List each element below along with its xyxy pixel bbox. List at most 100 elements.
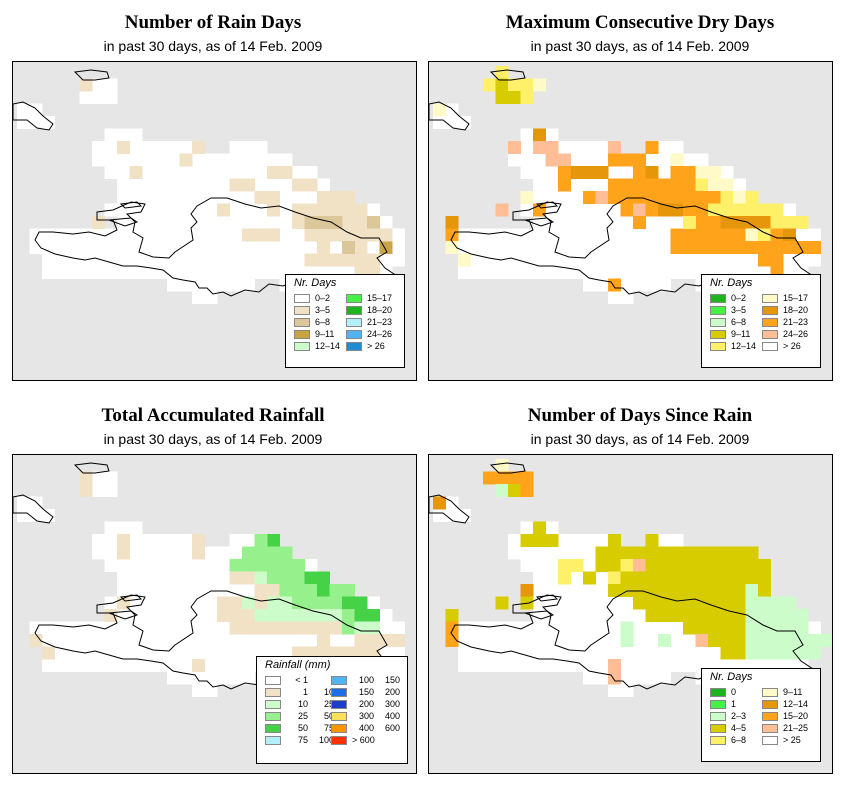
grid-cell: [204, 621, 218, 635]
grid-cell: [708, 634, 721, 647]
grid-cell: [683, 153, 696, 167]
grid-cell: [558, 191, 571, 204]
grid-cell: [204, 241, 218, 254]
grid-cell: [367, 609, 380, 622]
grid-cell: [179, 216, 193, 229]
grid-cell: [192, 684, 205, 697]
grid-cell: [104, 78, 118, 92]
grid-cell: [167, 278, 180, 292]
grid-cell: [645, 596, 659, 610]
grid-cell: [708, 596, 721, 610]
grid-cell: [570, 534, 584, 547]
grid-cell: [608, 291, 621, 304]
grid-cell: [204, 684, 218, 697]
grid-cell: [242, 191, 255, 204]
grid-cell: [583, 191, 596, 204]
grid-cell: [129, 141, 143, 154]
grid-cell: [645, 166, 659, 179]
grid-cell: [392, 241, 405, 254]
grid-cell: [570, 141, 584, 154]
grid-cell: [508, 659, 521, 672]
grid-cell: [117, 584, 130, 597]
grid-cell: [29, 116, 43, 129]
grid-cell: [770, 216, 784, 229]
grid-cell: [670, 241, 684, 254]
map-svg: [13, 69, 405, 304]
grid-cell: [533, 571, 546, 585]
grid-cell: [683, 241, 696, 254]
panel-title: Total Accumulated Rainfall: [101, 405, 325, 426]
grid-cell: [483, 621, 496, 635]
grid-cell: [179, 203, 193, 217]
legend-range-low: 75: [297, 735, 308, 745]
grid-cell: [545, 228, 559, 242]
grid-cell: [167, 534, 180, 547]
grid-cell: [242, 634, 255, 647]
grid-cell: [304, 241, 318, 254]
legend-swatch: [331, 676, 347, 686]
grid-cell: [242, 141, 255, 154]
grid-cell: [495, 203, 509, 217]
grid-cell: [142, 609, 155, 622]
grid-cell: [445, 103, 459, 117]
grid-cell: [495, 471, 509, 485]
grid-cell: [154, 153, 168, 167]
grid-cell: [533, 659, 546, 672]
grid-cell: [167, 153, 180, 167]
grid-cell: [620, 634, 634, 647]
grid-cell: [192, 253, 205, 267]
grid-cell: [433, 496, 446, 510]
grid-cell: [29, 228, 43, 242]
grid-cell: [117, 546, 130, 560]
grid-cell: [470, 228, 484, 242]
grid-cell: [117, 228, 130, 242]
legend-label: 1: [731, 699, 737, 709]
grid-cell: [304, 584, 318, 597]
grid-cell: [795, 216, 809, 229]
grid-cell: [683, 203, 696, 217]
grid-cell: [254, 216, 268, 229]
grid-cell: [695, 621, 709, 635]
grid-cell: [770, 596, 784, 610]
grid-cell: [104, 559, 118, 572]
grid-cell: [483, 646, 496, 660]
grid-cell: [770, 228, 784, 242]
grid-cell: [342, 216, 355, 229]
grid-cell: [620, 166, 634, 179]
grid-cell: [608, 596, 621, 610]
grid-cell: [458, 241, 471, 254]
grid-cell: [242, 253, 255, 267]
grid-cell: [583, 546, 596, 560]
grid-cell: [783, 203, 796, 217]
grid-cell: [608, 534, 621, 547]
grid-cell: [645, 141, 659, 154]
grid-cell: [645, 203, 659, 217]
grid-cell: [179, 546, 193, 560]
grid-cell: [42, 228, 55, 242]
grid-cell: [242, 166, 255, 179]
grid-cell: [154, 546, 168, 560]
grid-cell: [508, 78, 521, 92]
grid-cell: [608, 241, 621, 254]
grid-cell: [129, 559, 143, 572]
grid-cell: [533, 178, 546, 192]
legend-label: 0–2: [731, 293, 747, 303]
grid-cell: [720, 216, 734, 229]
grid-cell: [495, 634, 509, 647]
grid-cell: [304, 634, 318, 647]
grid-cell: [520, 91, 534, 104]
grid-cell: [520, 646, 534, 660]
grid-cell: [117, 621, 130, 635]
legend-item: > 26: [346, 341, 385, 352]
legend-swatch: [762, 294, 778, 304]
legend-item: 21–23: [762, 317, 808, 328]
grid-cell: [533, 546, 546, 560]
legend-item: 25 50: [265, 711, 334, 722]
grid-cell: [179, 178, 193, 192]
grid-cell: [608, 571, 621, 585]
grid-cell: [229, 634, 243, 647]
grid-cell: [795, 228, 809, 242]
grid-cell: [483, 228, 496, 242]
grid-cell: [179, 166, 193, 179]
grid-cell: [154, 584, 168, 597]
